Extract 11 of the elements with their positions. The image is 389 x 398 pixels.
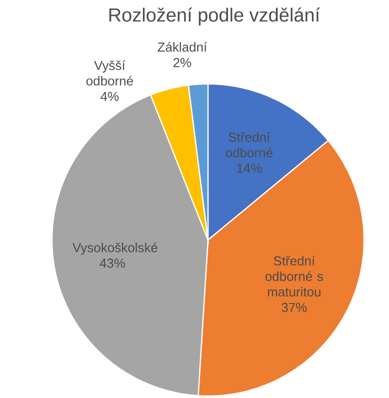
slice-label: Vysokoškolské [72,242,158,255]
data-label: 43% [100,258,126,268]
slice-label: Vyšší odborné [86,60,133,86]
data-label: 37% [282,302,307,312]
data-label: 4% [100,92,119,102]
data-label: 2% [173,58,192,68]
slice-label: Základní [158,42,208,52]
chart-title: Rozložení podle vzdělání [109,8,320,26]
slice-label: Střední odborné s maturitou [265,256,323,297]
data-label: 14% [237,164,262,173]
slice-label: Střední odborné [226,132,272,158]
